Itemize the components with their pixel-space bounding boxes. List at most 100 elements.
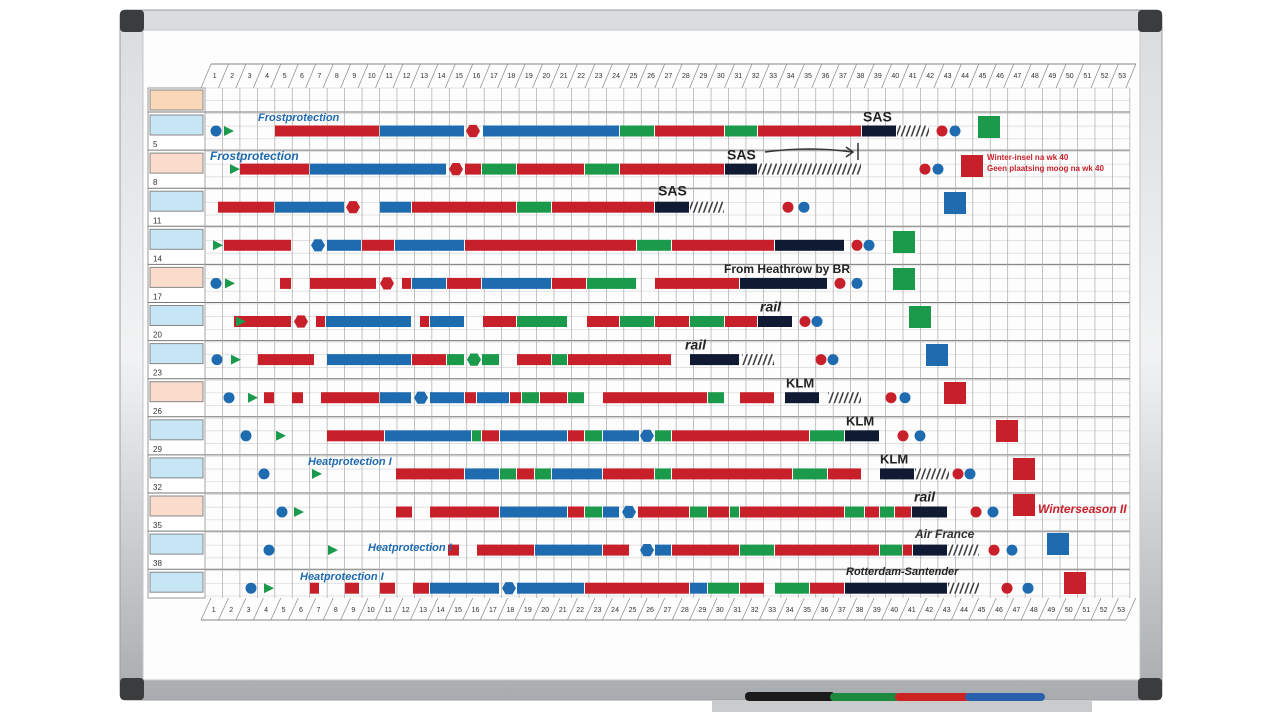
week-number: 52 <box>1101 73 1109 80</box>
footer-slant <box>549 597 561 621</box>
week-number: 28 <box>682 73 690 80</box>
header-slant <box>811 63 823 89</box>
strip <box>517 163 584 175</box>
week-number: 48 <box>1030 607 1038 614</box>
footer-slant <box>881 597 892 621</box>
header-slant <box>287 63 299 89</box>
triangle-magnet <box>312 468 322 479</box>
header-slant <box>375 63 386 89</box>
strip <box>948 582 979 594</box>
week-number: 5 <box>283 73 287 80</box>
header-slant <box>270 63 282 89</box>
footer-slant <box>1090 597 1102 621</box>
strip <box>603 468 654 480</box>
header-slant <box>916 63 927 89</box>
dot-magnet <box>863 239 875 251</box>
strip <box>395 239 464 251</box>
strip <box>412 201 516 213</box>
footer-slant <box>759 597 770 621</box>
row-number: 26 <box>153 407 162 416</box>
strip <box>603 430 639 442</box>
hex-magnet <box>622 505 636 519</box>
header-slant <box>1003 63 1015 89</box>
label-box <box>149 533 204 555</box>
strip <box>522 392 539 404</box>
planner: 5811141720232629323538112233445566778899… <box>147 63 1137 621</box>
corner <box>1138 678 1162 700</box>
week-number: 13 <box>419 607 427 614</box>
square-magnet <box>944 192 966 214</box>
week-number: 44 <box>960 607 968 614</box>
label-box <box>149 343 204 365</box>
strip <box>420 316 429 327</box>
dot-magnet <box>223 392 235 404</box>
footer-slant <box>846 597 857 621</box>
strip <box>380 392 411 404</box>
triangle-magnet <box>276 430 286 441</box>
week-number: 39 <box>874 73 882 80</box>
header-slant <box>741 63 753 89</box>
row-number: 23 <box>153 369 162 378</box>
strip <box>740 392 774 404</box>
strip <box>326 316 411 327</box>
week-number: 5 <box>282 607 286 614</box>
strip <box>327 239 361 251</box>
week-number: 23 <box>594 607 602 614</box>
week-number: 16 <box>473 73 481 80</box>
footer-slant <box>689 597 700 621</box>
week-number: 11 <box>386 73 393 80</box>
strip <box>483 316 516 327</box>
row-number: 29 <box>153 445 162 454</box>
label-box <box>149 228 204 250</box>
week-number: 34 <box>786 607 794 614</box>
handwritten-note: rail <box>760 299 782 315</box>
strip <box>810 582 844 594</box>
strip <box>517 201 551 213</box>
week-number: 19 <box>525 73 533 80</box>
strip <box>655 468 671 480</box>
hex-magnet <box>414 391 428 404</box>
square-magnet <box>978 116 1000 138</box>
handwritten-note: Air France <box>914 527 975 541</box>
strip <box>568 354 671 366</box>
header-slant <box>828 63 840 89</box>
strip <box>730 506 739 518</box>
dot-magnet <box>970 506 982 518</box>
strip <box>758 125 861 137</box>
triangle-magnet <box>236 316 246 327</box>
square-magnet <box>1047 533 1069 555</box>
strip <box>845 582 947 594</box>
marker <box>830 693 900 701</box>
header-slant <box>392 63 404 89</box>
footer-slant <box>724 597 735 621</box>
week-number: 53 <box>1117 607 1125 614</box>
week-number: 51 <box>1083 73 1091 80</box>
strip <box>672 239 774 251</box>
week-number: 35 <box>804 73 812 80</box>
week-number: 25 <box>630 73 638 80</box>
week-number: 35 <box>803 607 811 614</box>
dot-magnet <box>211 354 223 366</box>
week-number: 30 <box>716 607 724 614</box>
header-slant <box>357 63 369 89</box>
strip <box>775 582 809 594</box>
dot-magnet <box>885 392 897 404</box>
dot-magnet <box>851 277 863 289</box>
week-number: 14 <box>437 607 445 614</box>
strip <box>327 354 411 366</box>
strip <box>292 392 303 404</box>
footer-slant <box>392 597 404 621</box>
header-slant <box>619 63 631 89</box>
header-slant <box>689 63 700 89</box>
week-number: 31 <box>733 607 741 614</box>
square-magnet <box>961 155 983 177</box>
week-number: 11 <box>385 607 392 614</box>
header-slant <box>532 63 543 89</box>
header-slant <box>462 63 474 89</box>
strip <box>385 430 471 442</box>
strip <box>785 392 819 404</box>
strip <box>603 544 629 556</box>
strip <box>845 430 879 442</box>
dot-magnet <box>1006 544 1018 556</box>
